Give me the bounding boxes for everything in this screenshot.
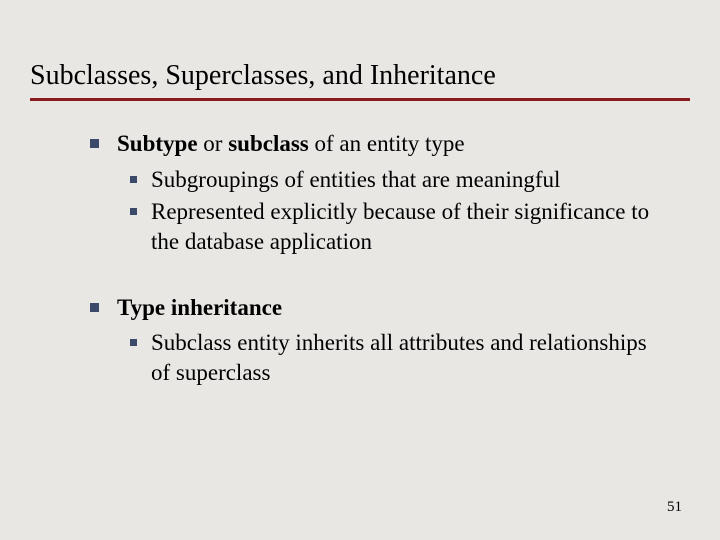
bullet-text: Subclass entity inherits all attributes … bbox=[151, 328, 660, 388]
bullet-level-2: Represented explicitly because of their … bbox=[130, 197, 660, 257]
square-bullet-icon bbox=[90, 303, 99, 312]
bullet-level-1: Type inheritance bbox=[90, 293, 660, 323]
sub-bullet-group: Subclass entity inherits all attributes … bbox=[90, 328, 660, 388]
bullet-level-1: Subtype or subclass of an entity type bbox=[90, 129, 660, 159]
slide-content: Subtype or subclass of an entity type Sub… bbox=[30, 129, 690, 388]
page-number: 51 bbox=[667, 499, 682, 516]
slide: Subclasses, Superclasses, and Inheritanc… bbox=[0, 0, 720, 540]
bullet-text: Subtype or subclass of an entity type bbox=[117, 129, 465, 159]
bullet-level-2: Subclass entity inherits all attributes … bbox=[130, 328, 660, 388]
sub-bullet-group: Subgroupings of entities that are meanin… bbox=[90, 165, 660, 257]
bullet-text: Type inheritance bbox=[117, 293, 282, 323]
square-bullet-icon bbox=[130, 208, 137, 215]
slide-title: Subclasses, Superclasses, and Inheritanc… bbox=[30, 60, 690, 101]
square-bullet-icon bbox=[130, 176, 137, 183]
bullet-text: Subgroupings of entities that are meanin… bbox=[151, 165, 560, 195]
bullet-text: Represented explicitly because of their … bbox=[151, 197, 660, 257]
square-bullet-icon bbox=[90, 139, 99, 148]
bullet-level-2: Subgroupings of entities that are meanin… bbox=[130, 165, 660, 195]
square-bullet-icon bbox=[130, 339, 137, 346]
